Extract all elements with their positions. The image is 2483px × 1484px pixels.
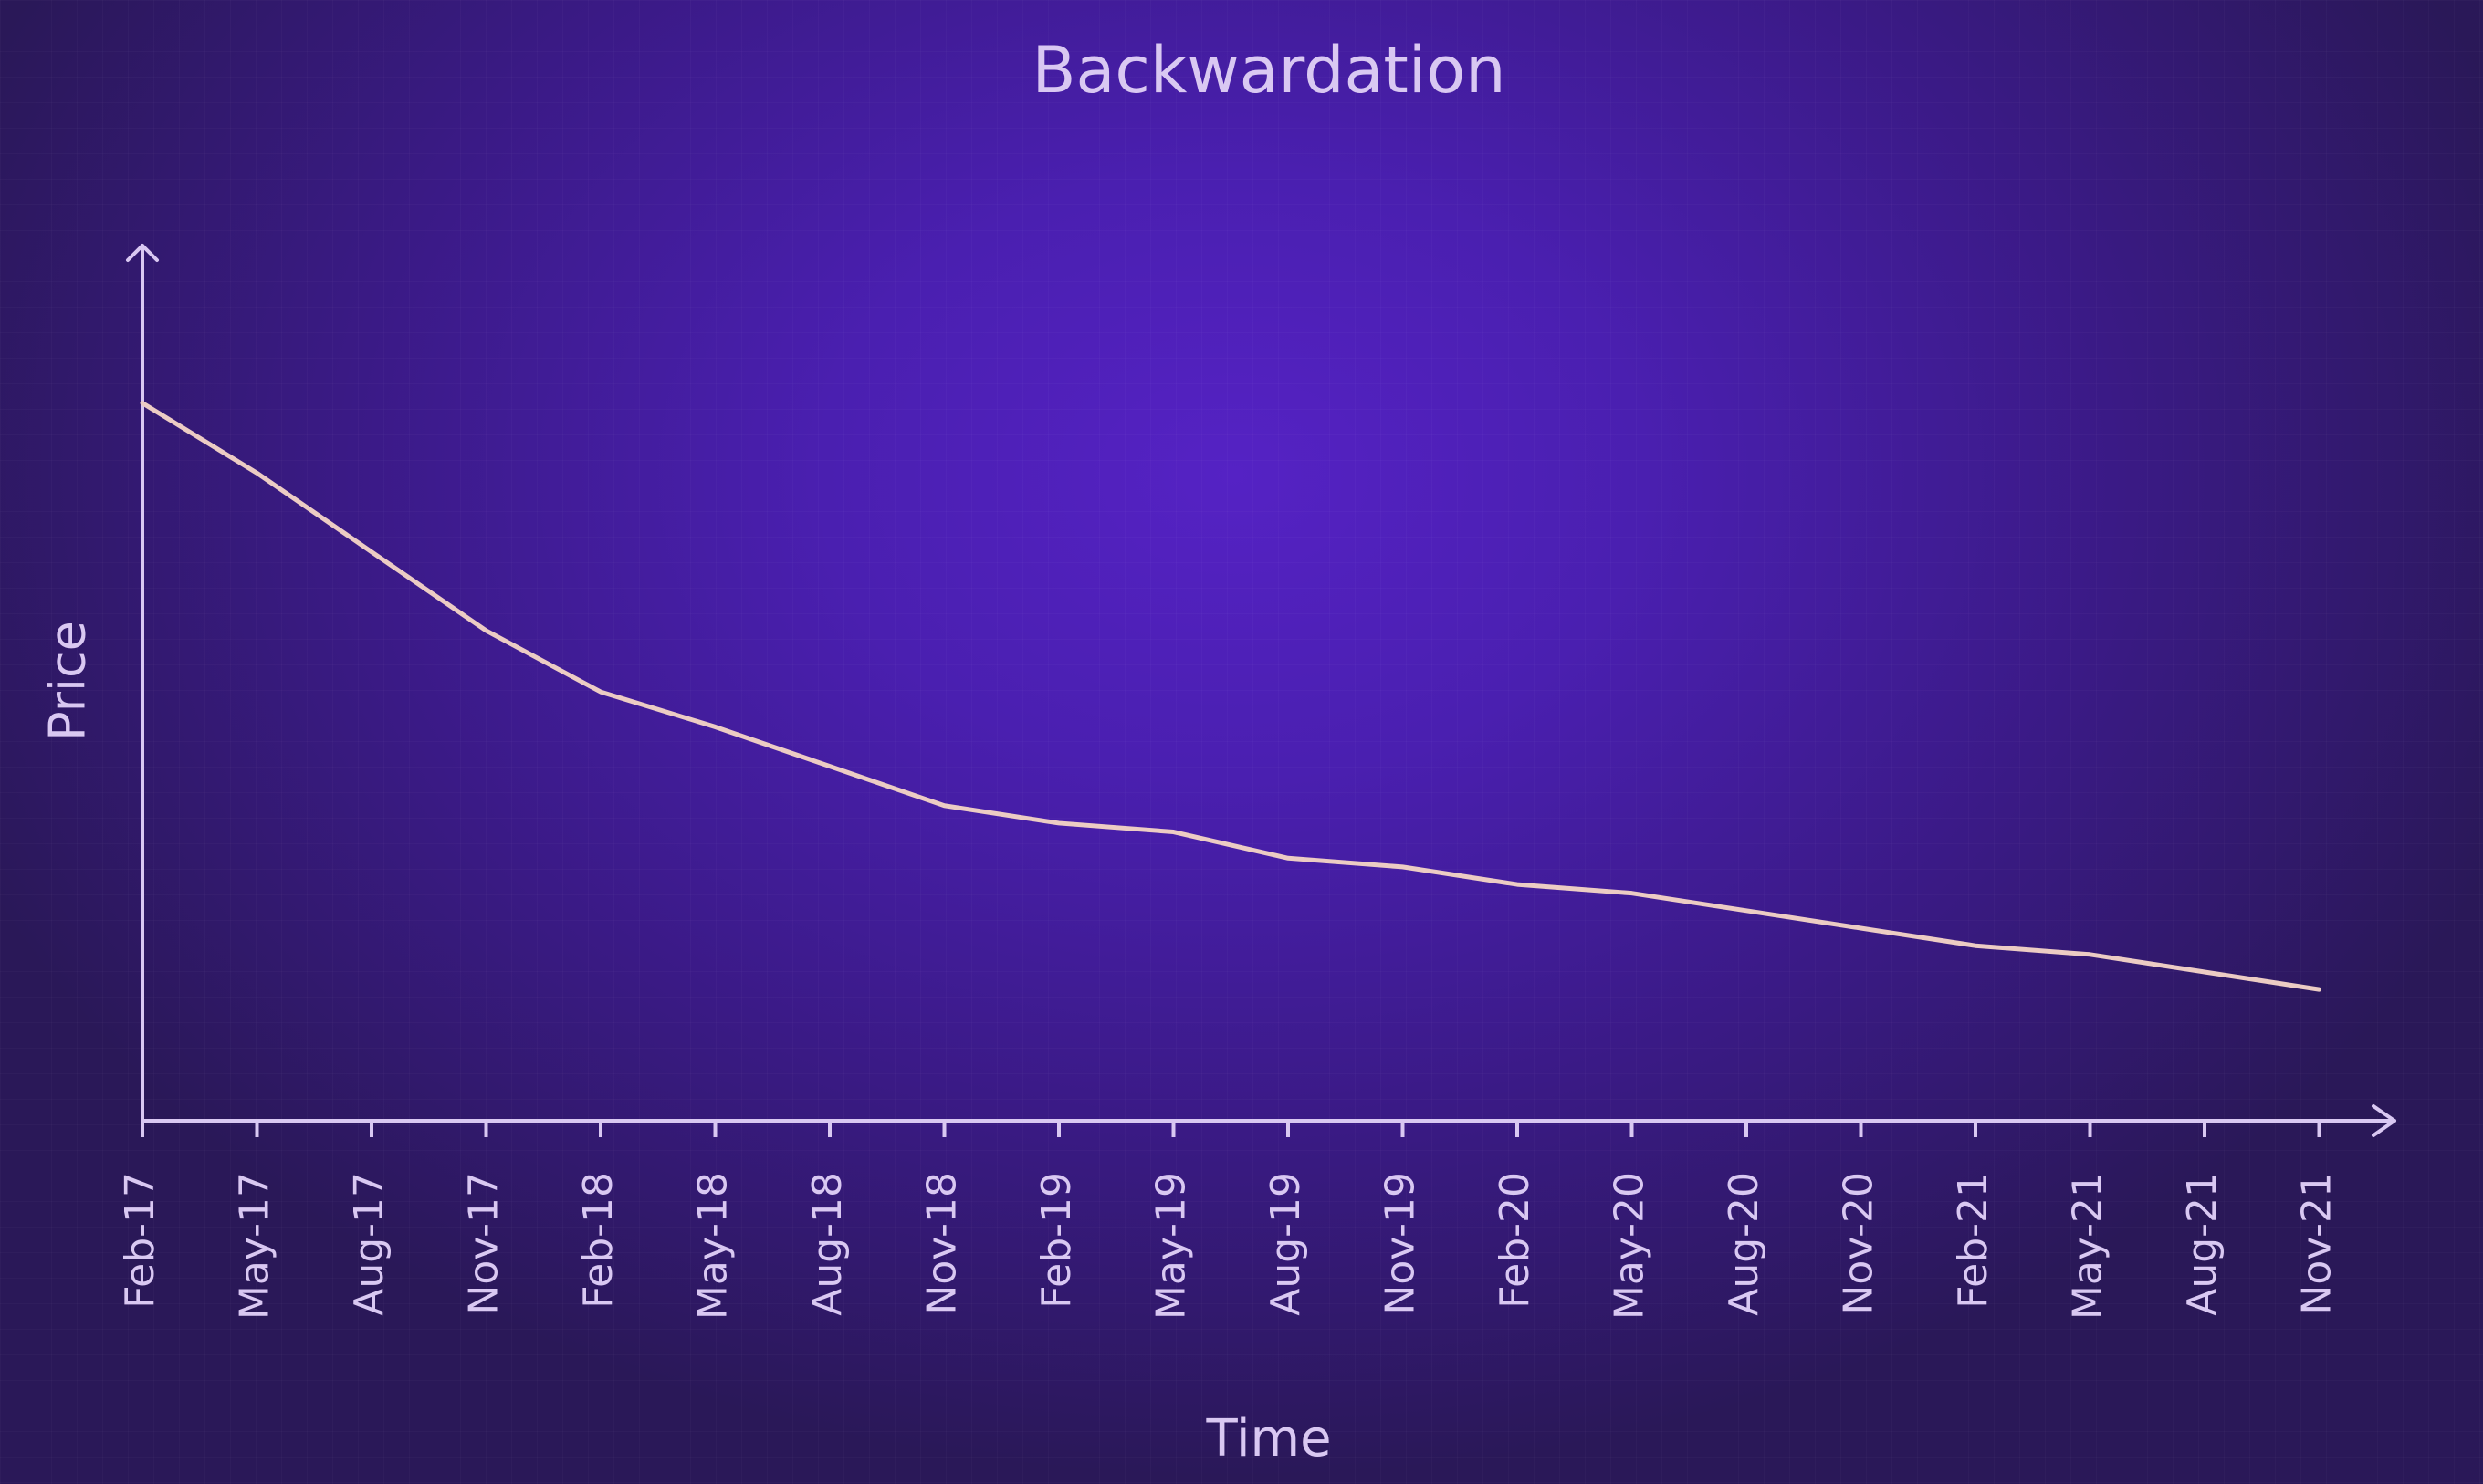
- x-tick-label: May-18: [690, 1172, 737, 1320]
- x-tick-label: Nov-20: [1836, 1172, 1882, 1315]
- x-tick-label: Nov-18: [919, 1172, 966, 1315]
- x-tick-label: Feb-21: [1950, 1172, 1996, 1309]
- x-tick-label: Feb-19: [1033, 1172, 1080, 1309]
- x-tick-label: Aug-19: [1262, 1172, 1309, 1316]
- x-tick-label: May-20: [1607, 1172, 1653, 1320]
- y-axis: [126, 244, 159, 1123]
- x-tick-label: Feb-20: [1492, 1172, 1538, 1309]
- x-tick-label: May-17: [232, 1172, 278, 1320]
- x-tick-label: Aug-21: [2179, 1172, 2226, 1316]
- line: [140, 401, 2321, 992]
- x-tick-label: Aug-18: [804, 1172, 851, 1316]
- x-tick-label: Feb-17: [117, 1172, 163, 1309]
- x-tick-label: May-21: [2065, 1172, 2111, 1320]
- x-tick-label: Feb-18: [575, 1172, 622, 1309]
- x-tick-label: May-19: [1148, 1172, 1195, 1320]
- chart-title: Backwardation: [1032, 33, 1505, 108]
- x-tick-label: Nov-19: [1378, 1172, 1424, 1315]
- x-axis-label: Time: [1205, 1409, 1331, 1468]
- x-tick-label: Aug-20: [1721, 1172, 1767, 1316]
- x-axis: [141, 1104, 2396, 1137]
- y-axis-label: Price: [39, 621, 97, 741]
- x-tick-label: Aug-17: [346, 1172, 393, 1316]
- x-tick-label: Nov-21: [2294, 1172, 2341, 1315]
- x-tick-label: Nov-17: [461, 1172, 508, 1315]
